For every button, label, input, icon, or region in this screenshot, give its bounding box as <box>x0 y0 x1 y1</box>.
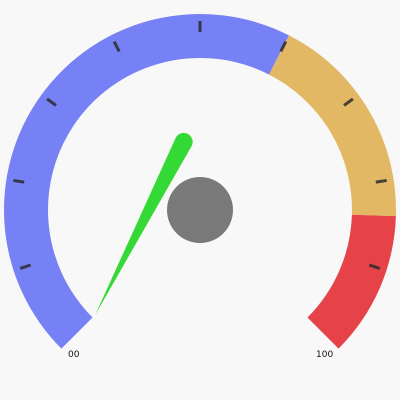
min-scale-label: 00 <box>68 350 80 360</box>
gauge-tick-60 <box>279 40 288 53</box>
max-scale-label: 100 <box>316 350 333 360</box>
gauge-tick-70 <box>343 97 354 107</box>
gauge-tick-40 <box>112 40 121 53</box>
gauge-tick-10 <box>19 263 32 270</box>
gauge-tick-90 <box>368 263 381 270</box>
gauge-tick-30 <box>46 97 57 107</box>
gauge-band-high <box>307 214 396 349</box>
gauge-ticks <box>13 21 387 270</box>
gauge-hub <box>167 177 233 243</box>
gauge-band-mid <box>269 35 397 217</box>
gauge-needle <box>95 132 193 315</box>
gauge-tick-20 <box>13 178 25 184</box>
gauge-band-low <box>4 14 289 349</box>
gauge-tick-80 <box>375 178 387 184</box>
gauge-bands <box>4 14 397 349</box>
gauge-needle-group <box>95 132 193 315</box>
